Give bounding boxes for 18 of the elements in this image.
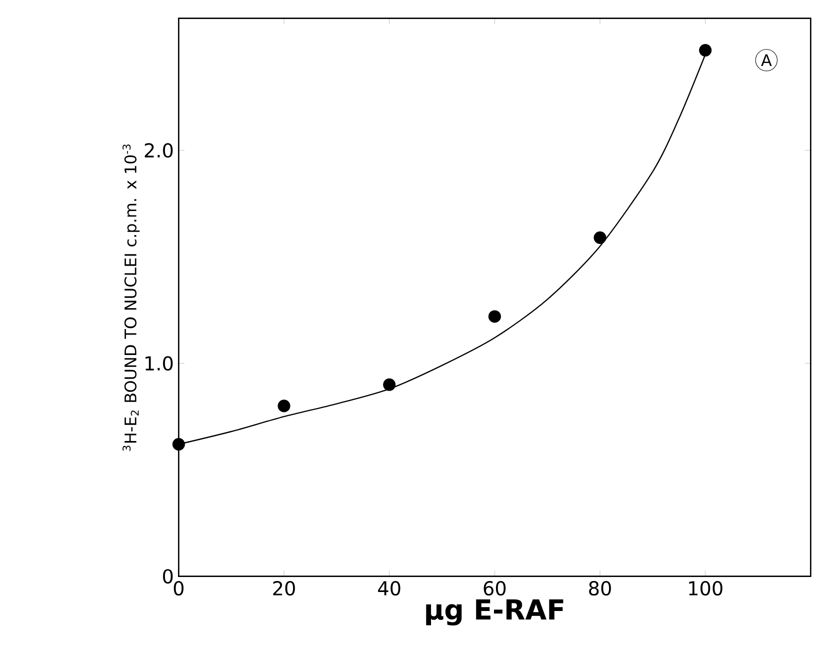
y-axis-title: $^{3}$H-E$_{2}$ BOUND TO NUCLEI c.p.m. x 10$^{-3}$ [122,144,140,451]
x-tick-label: 60 [484,581,506,596]
x-tick-label: 80 [589,581,611,596]
point [488,310,501,323]
x-tick-label: 0 [174,581,184,596]
point [172,438,185,451]
y-tick-label: 1.0 [146,356,173,371]
y-tick-label: 0 [163,569,173,584]
x-tick-label: 20 [273,581,295,596]
x-axis-title: µg E-RAF [426,599,564,626]
annotation: A [761,54,772,66]
point [278,400,290,412]
point [383,378,396,391]
x-tick-label: 40 [378,581,400,596]
x-tick-label: 100 [689,581,722,596]
point [594,231,606,244]
y-tick-label: 2.0 [144,143,173,158]
point [699,44,712,57]
